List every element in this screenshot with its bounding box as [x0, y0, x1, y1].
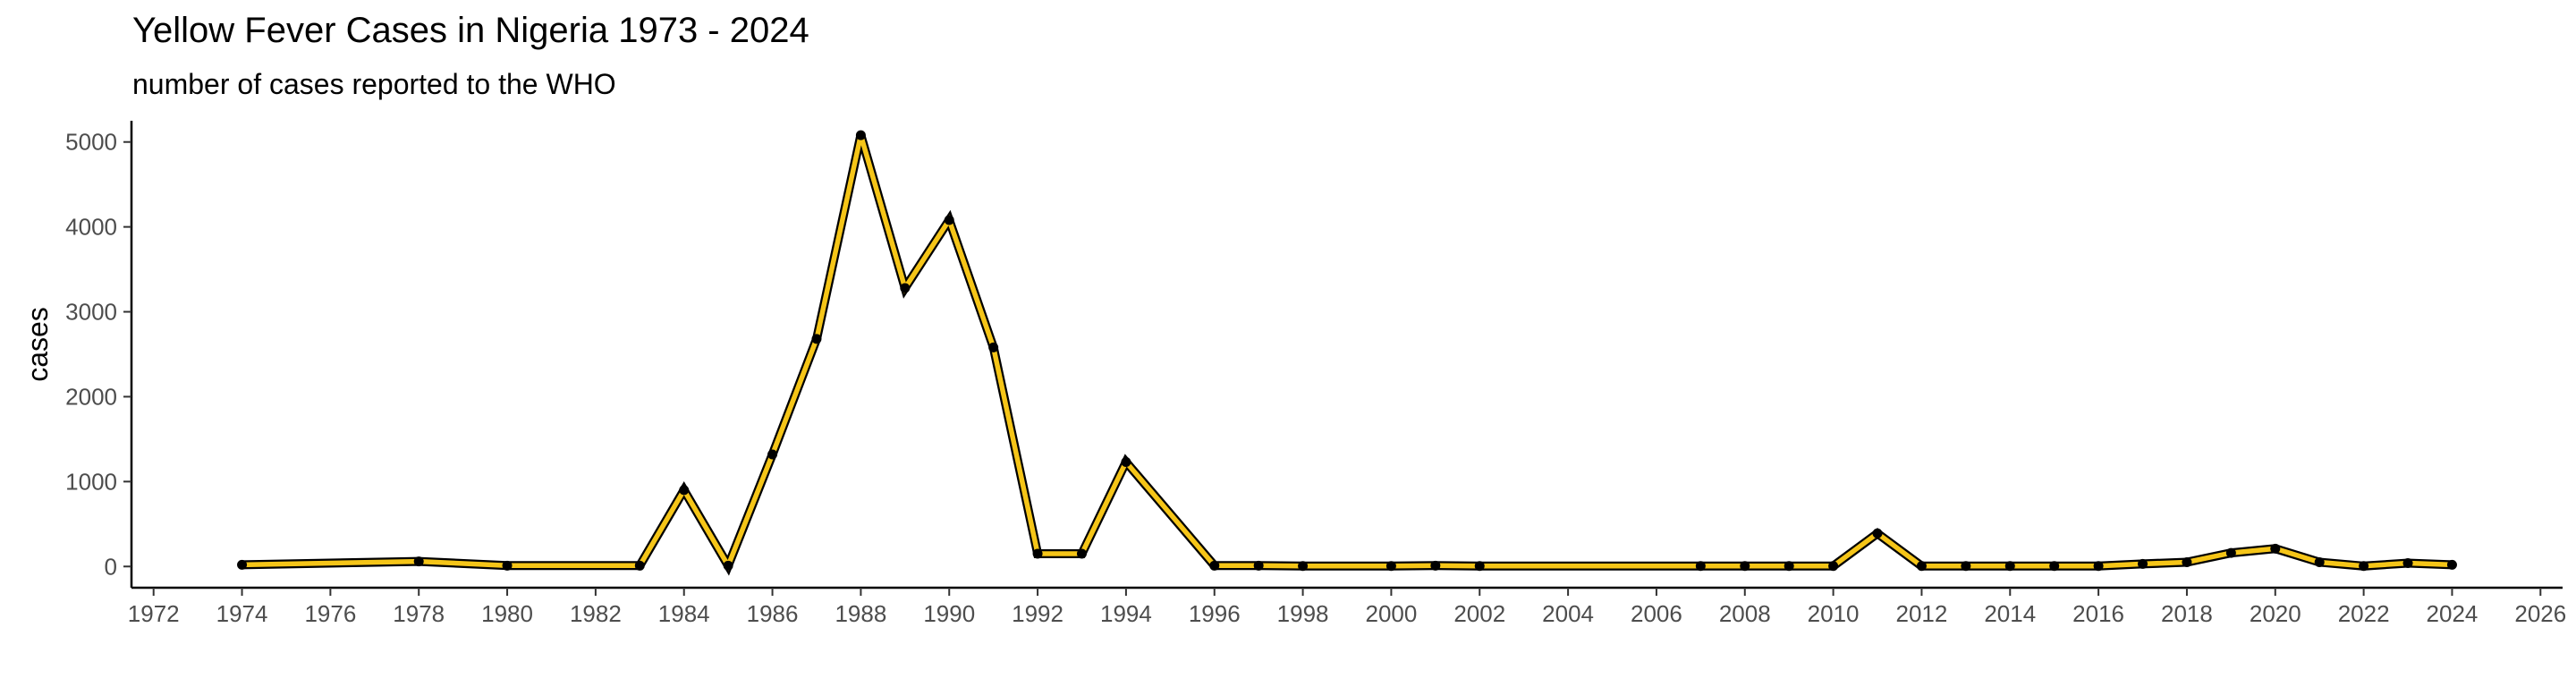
- data-point: [1961, 561, 1971, 572]
- x-tick-label: 1974: [216, 600, 268, 627]
- y-tick-label: 1000: [65, 468, 117, 495]
- x-tick-label: 1998: [1277, 600, 1329, 627]
- data-point: [2138, 558, 2148, 569]
- x-tick-label: 2018: [2161, 600, 2213, 627]
- x-tick-label: 1980: [481, 600, 533, 627]
- chart-title: Yellow Fever Cases in Nigeria 1973 - 202…: [132, 11, 809, 50]
- y-tick-label: 3000: [65, 299, 117, 326]
- data-point: [1430, 560, 1441, 571]
- x-tick-label: 1988: [835, 600, 886, 627]
- data-point: [2359, 561, 2369, 572]
- data-point: [2182, 557, 2192, 568]
- y-tick-label: 2000: [65, 383, 117, 410]
- data-point: [2225, 547, 2236, 558]
- x-tick-label: 2006: [1631, 600, 1682, 627]
- data-point: [2049, 561, 2060, 572]
- data-point: [1474, 561, 1485, 572]
- data-point: [1916, 561, 1927, 572]
- data-point: [1872, 528, 1883, 539]
- data-point: [855, 130, 866, 140]
- x-tick-label: 2022: [2338, 600, 2390, 627]
- x-tick-label: 2002: [1453, 600, 1505, 627]
- data-point: [1385, 561, 1396, 572]
- data-point: [634, 560, 645, 571]
- x-tick-label: 2004: [1542, 600, 1594, 627]
- chart-subtitle: number of cases reported to the WHO: [132, 68, 616, 100]
- data-point: [1784, 561, 1794, 572]
- data-point: [1298, 561, 1309, 572]
- axes: [130, 121, 2563, 589]
- data-point: [2004, 561, 2015, 572]
- x-tick-label: 1984: [658, 600, 710, 627]
- data-point: [1740, 561, 1750, 572]
- x-tick-label: 1996: [1189, 600, 1241, 627]
- data-point: [767, 449, 778, 460]
- data-point: [2314, 557, 2325, 568]
- data-point: [1828, 561, 1839, 572]
- x-tick-label: 2014: [1984, 600, 2036, 627]
- data-point: [413, 556, 424, 567]
- data-point: [1253, 560, 1264, 571]
- x-tick-label: 2016: [2072, 600, 2124, 627]
- y-axis-title: cases: [21, 307, 54, 382]
- series-line: [242, 134, 2453, 572]
- data-point: [2093, 561, 2104, 572]
- x-tick-label: 2020: [2250, 600, 2301, 627]
- x-tick-label: 2010: [1808, 600, 1860, 627]
- data-point: [811, 334, 822, 344]
- x-tick-label: 1990: [923, 600, 975, 627]
- x-tick-label: 2008: [1719, 600, 1771, 627]
- data-point: [502, 560, 513, 571]
- y-tick-label: 0: [105, 553, 117, 580]
- data-point: [944, 215, 954, 225]
- y-tick-label: 4000: [65, 214, 117, 241]
- x-tick-label: 1972: [128, 600, 180, 627]
- x-tick-label: 1976: [304, 600, 356, 627]
- x-tick-label: 1978: [393, 600, 445, 627]
- y-ticks: 0 1000 2000 3000 4000 5000: [65, 129, 131, 580]
- x-tick-label: 2024: [2427, 600, 2479, 627]
- series-cases: [242, 133, 2453, 576]
- data-point: [2270, 543, 2281, 554]
- data-point: [679, 485, 690, 496]
- x-tick-label: 1982: [570, 600, 622, 627]
- x-ticks: 1972 1974 1976 1978 1980 1982 1984 1986 1988 1990…: [128, 588, 2566, 627]
- x-tick-label: 1992: [1012, 600, 1063, 627]
- data-point: [237, 559, 248, 570]
- x-tick-label: 1986: [747, 600, 799, 627]
- x-tick-label: 2012: [1896, 600, 1948, 627]
- data-point: [988, 342, 999, 352]
- data-point: [2446, 559, 2457, 570]
- data-point: [1121, 457, 1131, 468]
- x-tick-label: 2000: [1365, 600, 1417, 627]
- data-point: [1032, 548, 1043, 559]
- series-line-outline: [242, 133, 2453, 576]
- x-tick-label: 2026: [2514, 600, 2566, 627]
- data-points: [237, 130, 2457, 572]
- data-point: [1209, 560, 1220, 571]
- data-point: [723, 560, 733, 571]
- data-point: [1076, 548, 1087, 559]
- data-point: [900, 283, 911, 293]
- x-tick-label: 1994: [1100, 600, 1152, 627]
- data-point: [1695, 561, 1706, 572]
- y-tick-label: 5000: [65, 129, 117, 156]
- data-point: [2402, 557, 2413, 568]
